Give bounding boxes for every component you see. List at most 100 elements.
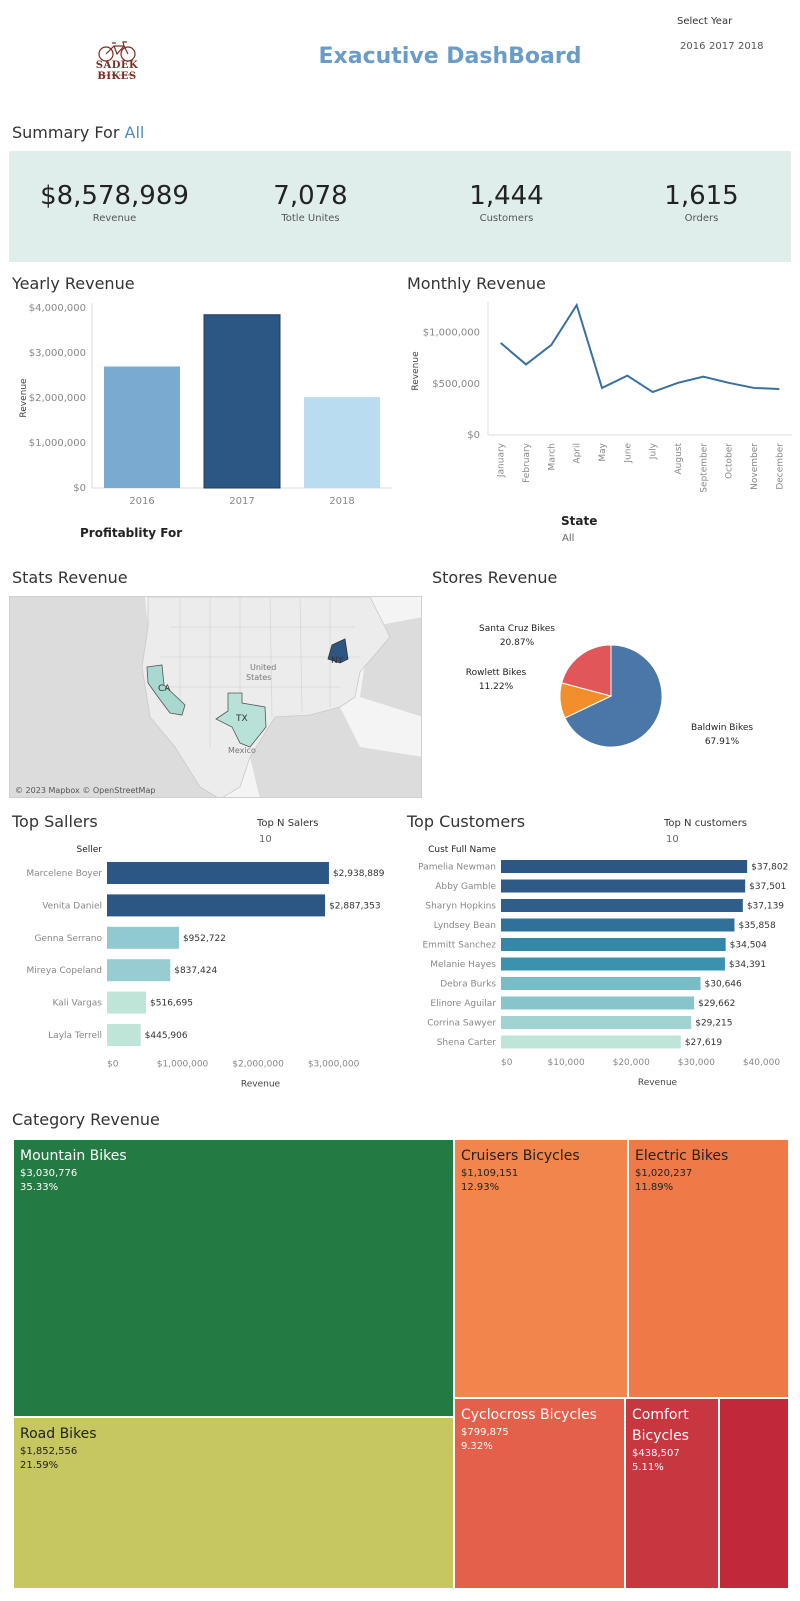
tile-name: Cyclocross Bicycles	[461, 1407, 597, 1423]
kpi-customers: 1,444 Customers	[409, 181, 604, 224]
tile-name: Electric Bikes	[635, 1148, 729, 1164]
bar-value-label: $445,906	[145, 1031, 188, 1041]
x-tick-label: 2016	[129, 496, 154, 506]
bar-category-label: Pamelia Newman	[418, 863, 496, 873]
tile-value: $1,109,151	[461, 1168, 519, 1179]
top-customers-title: Top Customers	[407, 812, 526, 831]
yearly-revenue-title: Yearly Revenue	[12, 274, 135, 293]
treemap-tile-mountain[interactable]: Mountain Bikes $3,030,776 35.33%	[13, 1139, 454, 1417]
kpi-label: Customers	[479, 213, 534, 224]
monthly-revenue-line	[500, 302, 780, 394]
treemap-tile-comfort[interactable]: Comfort Bicycles $438,507 5.11%	[625, 1398, 719, 1589]
bar-genna-serrano	[107, 926, 179, 949]
treemap-tile-other[interactable]	[719, 1398, 789, 1589]
x-tick-label: $10,000	[548, 1058, 585, 1068]
category-treemap: Mountain Bikes $3,030,776 35.33% Road Bi…	[13, 1139, 789, 1589]
y-tick-label: $2,000,000	[29, 393, 86, 404]
kpi-units: 7,078 Totle Unites	[213, 181, 408, 224]
treemap-tile-cruisers[interactable]: Cruisers Bicycles $1,109,151 12.93%	[454, 1139, 628, 1398]
state-map[interactable]: CA TX NY United States Mexico © 2023 Map…	[9, 596, 422, 798]
tile-value: $3,030,776	[20, 1168, 78, 1179]
tile-pct: 12.93%	[461, 1182, 500, 1193]
bar-category-label: Mireya Copeland	[27, 966, 102, 976]
pie-label-name: Santa Cruz Bikes	[479, 624, 555, 634]
state-filter-value[interactable]: All	[562, 533, 575, 544]
x-tick-label: November	[750, 443, 760, 490]
treemap-tile-cyclocross[interactable]: Cyclocross Bicycles $799,875 9.32%	[454, 1398, 625, 1589]
bar-abby-gamble	[501, 879, 746, 893]
pie-slice-santa-cruz-bikes	[561, 644, 612, 697]
kpi-orders: 1,615 Orders	[604, 181, 799, 224]
tile-value: $799,875	[461, 1427, 509, 1438]
tile-pct: 9.32%	[461, 1441, 493, 1452]
x-axis-label: Revenue	[638, 1078, 678, 1088]
summary-selection[interactable]: All	[124, 123, 145, 142]
kpi-value: 1,444	[469, 181, 544, 211]
x-tick-label: October	[725, 443, 735, 479]
bar-category-label: Kali Vargas	[52, 999, 102, 1009]
bar-value-label: $2,938,889	[333, 869, 385, 879]
x-tick-label: July	[649, 442, 659, 460]
bar-value-label: $837,424	[174, 966, 217, 976]
x-tick-label: 2018	[329, 496, 354, 506]
bar-lyndsey-bean	[501, 918, 735, 932]
bar-category-label: Shena Carter	[437, 1038, 497, 1048]
state-filter-title: State	[561, 514, 598, 528]
tile-value: $1,852,556	[20, 1446, 78, 1457]
top-sellers-chart: Seller Marcelene Boyer $2,938,889 Venita Da…	[26, 845, 385, 1089]
top-n-sellers-value[interactable]: 10	[259, 834, 272, 845]
monthly-revenue-title: Monthly Revenue	[407, 274, 546, 293]
treemap-tile-road[interactable]: Road Bikes $1,852,556 21.59%	[13, 1417, 454, 1589]
x-tick-label: April	[573, 443, 583, 464]
map-label-ca: CA	[158, 684, 171, 694]
y-tick-label: $500,000	[432, 379, 480, 390]
bar-venita-daniel	[107, 894, 326, 917]
x-tick-label: $0	[501, 1058, 513, 1068]
bar-category-label: Genna Serrano	[34, 934, 102, 944]
bar-debra-burks	[501, 977, 701, 990]
map-canvas: CA TX NY United States Mexico © 2023 Map…	[10, 597, 421, 797]
map-label-tx: TX	[235, 714, 248, 724]
x-tick-label: $0	[107, 1059, 119, 1069]
bar-mireya-copeland	[107, 959, 171, 982]
kpi-value: 1,615	[664, 181, 739, 211]
tile-pct: 21.59%	[20, 1460, 59, 1471]
bar-value-label: $35,858	[738, 921, 775, 931]
kpi-label: Revenue	[92, 213, 137, 224]
tile-value: $1,020,237	[635, 1168, 693, 1179]
year-option-2016[interactable]: 2016	[680, 41, 706, 52]
pie-label-pct: 67.91%	[705, 737, 740, 747]
map-place-mexico: Mexico	[228, 746, 256, 755]
stats-revenue-title: Stats Revenue	[12, 568, 128, 587]
x-axis-label: Revenue	[241, 1079, 281, 1089]
year-option-2018[interactable]: 2018	[738, 41, 764, 52]
y-axis-label: Revenue	[19, 378, 29, 418]
y-axis-label: Revenue	[411, 351, 421, 391]
pie-slice-baldwin-bikes	[564, 644, 663, 748]
tile-pct: 11.89%	[635, 1182, 674, 1193]
kpi-label: Orders	[684, 213, 719, 224]
x-tick-label: December	[775, 443, 785, 490]
yearly-revenue-chart: $0 $1,000,000 $2,000,000 $3,000,000 $4,000,0…	[19, 303, 392, 506]
bar-value-label: $37,139	[747, 902, 784, 912]
state-tx	[215, 692, 267, 748]
year-option-2017[interactable]: 2017	[709, 41, 735, 52]
top-n-customers-value[interactable]: 10	[666, 834, 679, 845]
pie-label-pct: 11.22%	[479, 682, 514, 692]
treemap-tile-electric[interactable]: Electric Bikes $1,020,237 11.89%	[628, 1139, 789, 1398]
stores-revenue-title: Stores Revenue	[432, 568, 558, 587]
x-tick-label: May	[598, 442, 608, 461]
tile-value: $438,507	[632, 1448, 680, 1459]
logo-bicycle-icon	[98, 41, 136, 62]
bar-2016	[104, 366, 180, 488]
bar-corrina-sawyer	[501, 1016, 692, 1029]
bar-category-label: Melanie Hayes	[430, 960, 496, 970]
bar-value-label: $29,662	[698, 999, 735, 1009]
tile-name: Comfort Bicycles	[632, 1407, 689, 1444]
map-attribution: © 2023 Mapbox © OpenStreetMap	[15, 786, 155, 795]
summary-label: Summary For	[12, 123, 120, 142]
kpi-value: 7,078	[273, 181, 348, 211]
x-tick-label: $2,000,000	[232, 1059, 284, 1069]
tile-name: Road Bikes	[20, 1426, 97, 1442]
bar-layla-terrell	[107, 1024, 141, 1046]
